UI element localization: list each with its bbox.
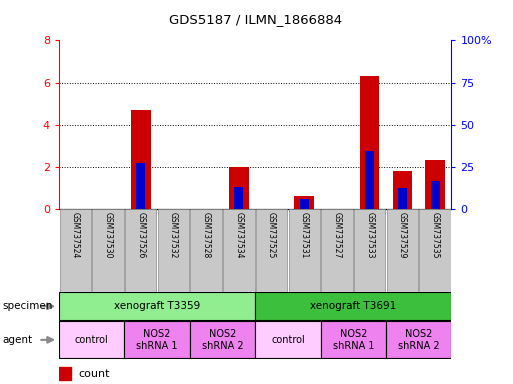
Text: GSM737532: GSM737532 — [169, 212, 178, 258]
Text: xenograft T3691: xenograft T3691 — [310, 301, 397, 311]
Text: GSM737527: GSM737527 — [332, 212, 342, 258]
Text: GSM737530: GSM737530 — [104, 212, 112, 258]
Text: NOS2
shRNA 1: NOS2 shRNA 1 — [136, 329, 178, 351]
Bar — [256, 209, 287, 292]
Text: NOS2
shRNA 2: NOS2 shRNA 2 — [398, 329, 440, 351]
Text: GSM737529: GSM737529 — [398, 212, 407, 258]
Text: control: control — [271, 335, 305, 345]
Text: GSM737535: GSM737535 — [430, 212, 440, 258]
Bar — [229, 167, 249, 209]
Bar — [431, 180, 440, 209]
Text: GSM737528: GSM737528 — [202, 212, 211, 258]
Bar — [354, 209, 385, 292]
Bar — [420, 209, 451, 292]
Text: GSM737526: GSM737526 — [136, 212, 145, 258]
Bar — [124, 321, 190, 358]
Text: GSM737531: GSM737531 — [300, 212, 309, 258]
Bar — [59, 293, 255, 320]
Bar — [234, 187, 243, 209]
Text: control: control — [75, 335, 109, 345]
Text: count: count — [78, 369, 110, 379]
Text: NOS2
shRNA 2: NOS2 shRNA 2 — [202, 329, 243, 351]
Bar — [321, 321, 386, 358]
Bar — [190, 209, 222, 292]
Bar — [365, 151, 374, 209]
Bar — [387, 209, 418, 292]
Text: specimen: specimen — [3, 301, 53, 311]
Text: GDS5187 / ILMN_1866884: GDS5187 / ILMN_1866884 — [169, 13, 342, 26]
Bar — [59, 321, 124, 358]
Bar — [321, 209, 352, 292]
Bar — [300, 199, 309, 209]
Bar — [92, 209, 124, 292]
Bar — [158, 209, 189, 292]
Text: GSM737525: GSM737525 — [267, 212, 276, 258]
Text: xenograft T3359: xenograft T3359 — [114, 301, 200, 311]
Text: GSM737534: GSM737534 — [234, 212, 243, 258]
Text: NOS2
shRNA 1: NOS2 shRNA 1 — [332, 329, 374, 351]
Bar — [255, 293, 451, 320]
Bar — [360, 76, 380, 209]
Bar — [398, 188, 407, 209]
Bar — [294, 195, 314, 209]
Bar — [190, 321, 255, 358]
Bar — [425, 160, 445, 209]
Text: GSM737524: GSM737524 — [71, 212, 80, 258]
Bar — [386, 321, 451, 358]
Bar — [223, 209, 254, 292]
Bar — [136, 163, 145, 209]
Text: agent: agent — [3, 335, 33, 345]
Bar — [289, 209, 320, 292]
Bar — [125, 209, 156, 292]
Text: GSM737533: GSM737533 — [365, 212, 374, 258]
Bar — [59, 367, 71, 381]
Bar — [131, 110, 150, 209]
Bar — [392, 171, 412, 209]
Bar — [60, 209, 91, 292]
Bar — [255, 321, 321, 358]
